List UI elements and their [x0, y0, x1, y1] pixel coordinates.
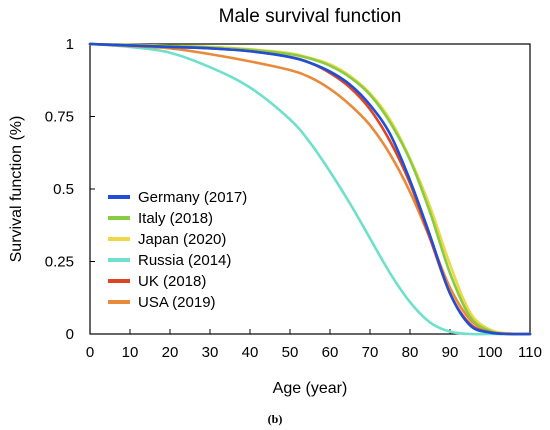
legend-label-germany: Germany (2017)	[138, 189, 247, 206]
plot-area: 0 10 20 30 40 50 60 70 80 90 100 110 0 0.25 0.5 0.75 1 Ge…	[45, 36, 542, 361]
x-tick-label: 10	[122, 344, 139, 361]
x-tick-label: 100	[477, 344, 502, 361]
legend-label-italy: Italy (2018)	[138, 210, 213, 227]
x-tick-label: 20	[162, 344, 179, 361]
x-tick-label: 50	[282, 344, 299, 361]
y-tick-label: 0.25	[45, 254, 74, 271]
y-axis-label: Survival function (%)	[8, 116, 25, 263]
x-tick-label: 70	[362, 344, 379, 361]
legend-label-russia: Russia (2014)	[138, 252, 231, 269]
series-line-usa	[88, 42, 532, 336]
legend-label-japan: Japan (2020)	[138, 231, 226, 248]
x-tick-label: 0	[86, 344, 94, 361]
x-tick-label: 80	[402, 344, 419, 361]
y-tick-label: 0.75	[45, 109, 74, 126]
x-tick-label: 30	[202, 344, 219, 361]
series-line-germany	[88, 42, 532, 336]
x-tick-label: 90	[442, 344, 459, 361]
x-tick-label: 40	[242, 344, 259, 361]
legend-label-uk: UK (2018)	[138, 273, 206, 290]
figure-caption: (b)	[268, 412, 283, 426]
x-tick-label: 110	[518, 344, 542, 361]
legend-label-usa: USA (2019)	[138, 294, 216, 311]
series-line-russia	[88, 42, 532, 336]
chart-title: Male survival function	[219, 6, 402, 27]
x-tick-label: 60	[322, 344, 339, 361]
y-tick-label: 0	[66, 326, 74, 343]
y-tick-label: 0.5	[53, 181, 74, 198]
x-axis-label: Age (year)	[273, 380, 348, 397]
y-tick-label: 1	[66, 36, 74, 53]
